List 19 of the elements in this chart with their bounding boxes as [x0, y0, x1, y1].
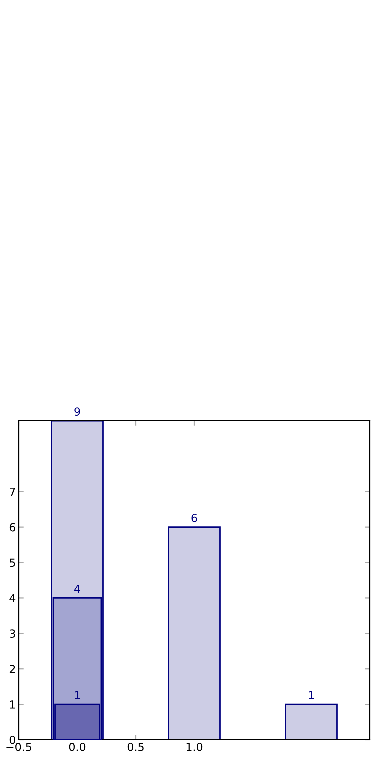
y-tick-label: 2	[10, 665, 16, 674]
data-label: 9	[74, 408, 80, 416]
data-label: 1	[309, 691, 314, 700]
bar	[285, 704, 338, 740]
bar	[168, 526, 221, 740]
data-label: 6	[192, 514, 198, 522]
data-label: 1	[75, 691, 80, 700]
x-tick-label: 1.0	[186, 742, 203, 752]
y-tick-label: 4	[10, 594, 16, 602]
x-tick-label: 0.5	[128, 742, 144, 752]
x-tick-label: −0.5	[6, 742, 32, 752]
x-tick-label: 0.0	[69, 742, 86, 752]
y-tick-label: 5	[10, 558, 16, 568]
data-label: 4	[74, 585, 80, 594]
y-tick-label: 0	[10, 736, 16, 744]
y-tick-label: 7	[10, 488, 16, 496]
y-tick-label: 1	[10, 700, 16, 709]
y-tick-label: 6	[10, 523, 16, 532]
y-tick-label: 3	[10, 630, 16, 638]
